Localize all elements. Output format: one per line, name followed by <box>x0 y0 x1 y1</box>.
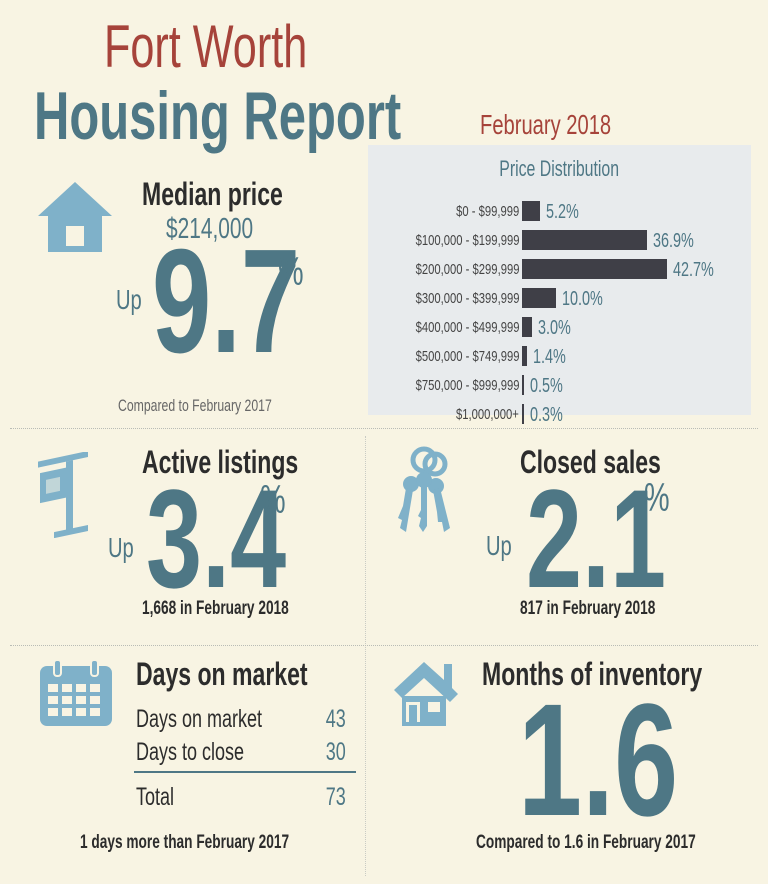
median-price-value: $214,000 <box>166 213 254 245</box>
row-value: 73 <box>325 783 346 811</box>
distribution-value-label: 1.4% <box>532 346 566 368</box>
for-sale-sign-icon <box>38 452 88 538</box>
distribution-category-label: $300,000 - $399,999 <box>415 290 519 307</box>
closed-sales-note: 817 in February 2018 <box>520 598 656 619</box>
days-to-close-row: Days to close 30 <box>136 737 356 767</box>
median-price-comparison: Compared to February 2017 <box>118 396 272 415</box>
distribution-category-label: $200,000 - $299,999 <box>415 261 519 278</box>
closed-sales-change: 2.1 <box>526 460 667 617</box>
distribution-category-label: $500,000 - $749,999 <box>415 348 519 365</box>
total-divider <box>134 771 356 773</box>
distribution-bar <box>522 230 648 250</box>
months-of-inventory-value: 1.6 <box>518 670 679 849</box>
distribution-bar <box>522 404 524 424</box>
distribution-bar <box>522 317 533 337</box>
days-on-market-label: Days on market <box>136 656 308 692</box>
distribution-category-label: $100,000 - $199,999 <box>415 232 519 249</box>
distribution-value-label: 36.9% <box>653 230 695 252</box>
distribution-row: $500,000 - $749,999 1.4% <box>368 344 751 370</box>
house-icon <box>38 182 112 252</box>
closed-sales-percent-sign: % <box>644 476 670 520</box>
distribution-category-label: $400,000 - $499,999 <box>415 319 519 336</box>
distribution-category-label: $0 - $99,999 <box>455 203 519 220</box>
row-value: 43 <box>325 705 346 733</box>
distribution-row: $200,000 - $299,999 42.7% <box>368 257 751 283</box>
row-label: Days to close <box>136 738 245 766</box>
median-price-percent-sign: % <box>278 250 304 294</box>
active-listings-percent-sign: % <box>260 478 286 522</box>
closed-sales-direction: Up <box>486 530 512 561</box>
divider <box>10 428 758 429</box>
price-distribution-panel: Price Distribution $0 - $99,999 5.2% $100,… <box>368 145 751 426</box>
distribution-value-label: 3.0% <box>538 317 571 339</box>
days-on-market-row: Days on market 43 <box>136 704 356 734</box>
median-price-change: 9.7 <box>152 219 301 384</box>
distribution-bar <box>522 375 524 395</box>
median-price-direction: Up <box>116 284 142 315</box>
closed-sales-label: Closed sales <box>520 444 661 480</box>
distribution-category-label: $1,000,000+ <box>456 406 519 423</box>
active-listings-change: 3.4 <box>146 460 287 617</box>
distribution-category-label: $750,000 - $999,999 <box>415 377 519 394</box>
distribution-row: $0 - $99,999 5.2% <box>368 199 751 225</box>
keys-icon <box>398 446 450 532</box>
months-of-inventory-note: Compared to 1.6 in February 2017 <box>476 832 696 853</box>
months-of-inventory-label: Months of inventory <box>482 656 703 692</box>
report-date: February 2018 <box>480 109 612 140</box>
distribution-bar <box>522 346 527 366</box>
days-on-market-note: 1 days more than February 2017 <box>80 832 290 853</box>
median-price-label: Median price <box>142 176 283 212</box>
active-listings-note: 1,668 in February 2018 <box>142 598 289 619</box>
price-distribution-title: Price Distribution <box>499 156 620 181</box>
distribution-row: $400,000 - $499,999 3.0% <box>368 315 751 341</box>
house-with-door-icon <box>394 662 458 726</box>
distribution-value-label: 0.3% <box>530 404 563 426</box>
row-label: Total <box>136 783 175 811</box>
distribution-bar <box>522 259 667 279</box>
distribution-value-label: 42.7% <box>673 259 714 281</box>
distribution-row: $1,000,000+ 0.3% <box>368 402 751 428</box>
distribution-value-label: 5.2% <box>545 201 579 223</box>
distribution-row: $300,000 - $399,999 10.0% <box>368 286 751 312</box>
distribution-bar <box>522 201 540 221</box>
active-listings-label: Active listings <box>142 444 299 480</box>
divider <box>365 436 366 876</box>
distribution-bar <box>522 288 556 308</box>
calendar-icon <box>40 659 112 726</box>
row-value: 30 <box>325 738 346 766</box>
distribution-row: $100,000 - $199,999 36.9% <box>368 228 751 254</box>
total-row: Total 73 <box>136 782 356 812</box>
row-label: Days on market <box>136 705 263 733</box>
active-listings-direction: Up <box>108 532 134 563</box>
distribution-value-label: 0.5% <box>530 375 563 397</box>
report-title-city: Fort Worth <box>104 13 308 80</box>
divider <box>10 645 758 646</box>
distribution-value-label: 10.0% <box>561 288 603 310</box>
distribution-row: $750,000 - $999,999 0.5% <box>368 373 751 399</box>
report-title-main: Housing Report <box>34 78 402 154</box>
